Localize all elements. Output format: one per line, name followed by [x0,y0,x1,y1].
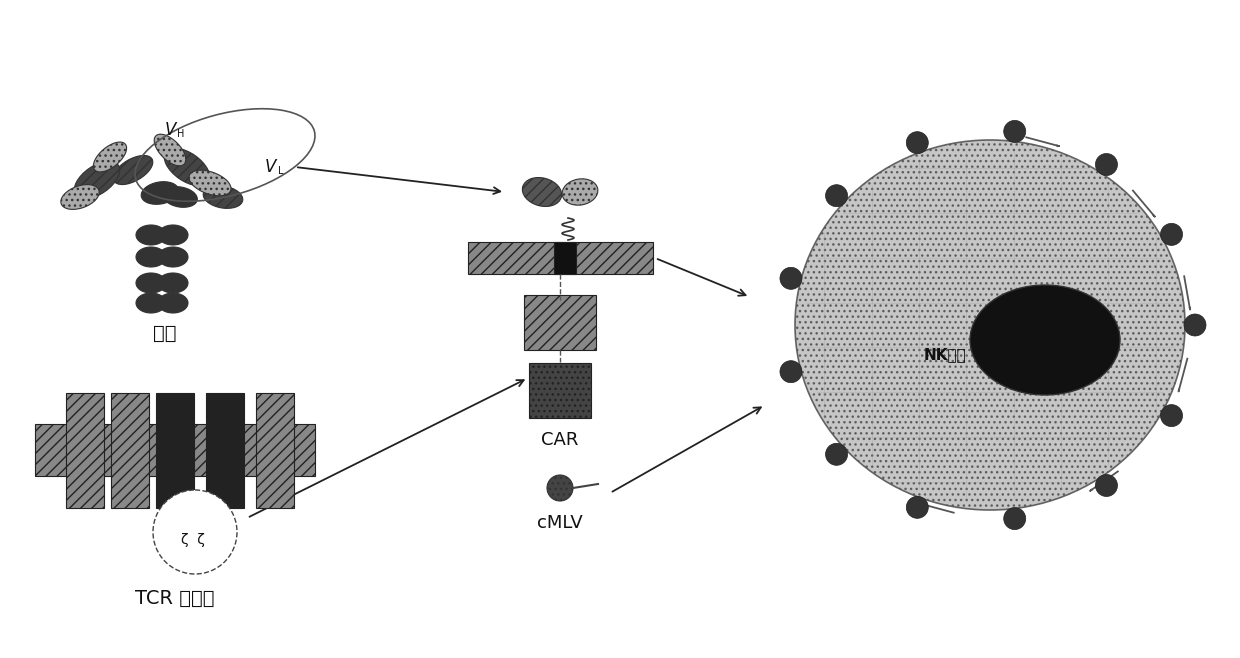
Ellipse shape [906,132,929,154]
Ellipse shape [136,293,166,313]
Ellipse shape [157,247,188,267]
Ellipse shape [1161,405,1183,426]
Ellipse shape [780,267,802,290]
Ellipse shape [1095,474,1117,497]
Ellipse shape [547,475,573,501]
Ellipse shape [1184,314,1207,336]
Bar [35,424,315,476]
Ellipse shape [780,361,802,383]
Ellipse shape [157,273,188,293]
Bar [255,393,294,507]
Ellipse shape [136,273,166,293]
Text: NK细胞: NK细胞 [924,347,966,363]
Ellipse shape [141,182,179,205]
Bar [467,242,652,274]
Text: CAR: CAR [542,431,579,449]
Ellipse shape [1003,120,1025,142]
Ellipse shape [562,179,598,205]
Ellipse shape [74,161,120,199]
Bar [66,393,104,507]
Text: V: V [165,121,176,139]
Bar [206,393,244,507]
Ellipse shape [154,134,186,166]
Text: cMLV: cMLV [537,514,583,532]
Bar [112,393,149,507]
Text: TCR 复合物: TCR 复合物 [135,588,215,607]
Bar [554,242,577,274]
Ellipse shape [522,178,562,207]
Bar [529,363,591,417]
Ellipse shape [93,142,126,172]
Ellipse shape [1003,507,1025,530]
Ellipse shape [826,443,848,465]
Ellipse shape [970,285,1120,395]
Bar [525,295,596,349]
Ellipse shape [113,155,153,184]
Text: ζ  ζ: ζ ζ [181,533,205,547]
Text: 抗体: 抗体 [154,324,177,343]
Ellipse shape [157,293,188,313]
Circle shape [153,490,237,574]
Ellipse shape [164,148,210,186]
Ellipse shape [795,140,1185,510]
Ellipse shape [906,496,929,519]
Text: L: L [278,166,284,176]
Ellipse shape [1161,223,1183,245]
Ellipse shape [188,170,231,196]
Text: H: H [177,129,185,139]
Ellipse shape [157,225,188,245]
Ellipse shape [826,185,848,207]
Ellipse shape [136,247,166,267]
Ellipse shape [136,225,166,245]
Text: V: V [264,158,275,176]
Ellipse shape [61,185,99,209]
Ellipse shape [203,186,243,209]
Bar [156,393,193,507]
Ellipse shape [162,187,197,207]
Ellipse shape [1095,153,1117,176]
